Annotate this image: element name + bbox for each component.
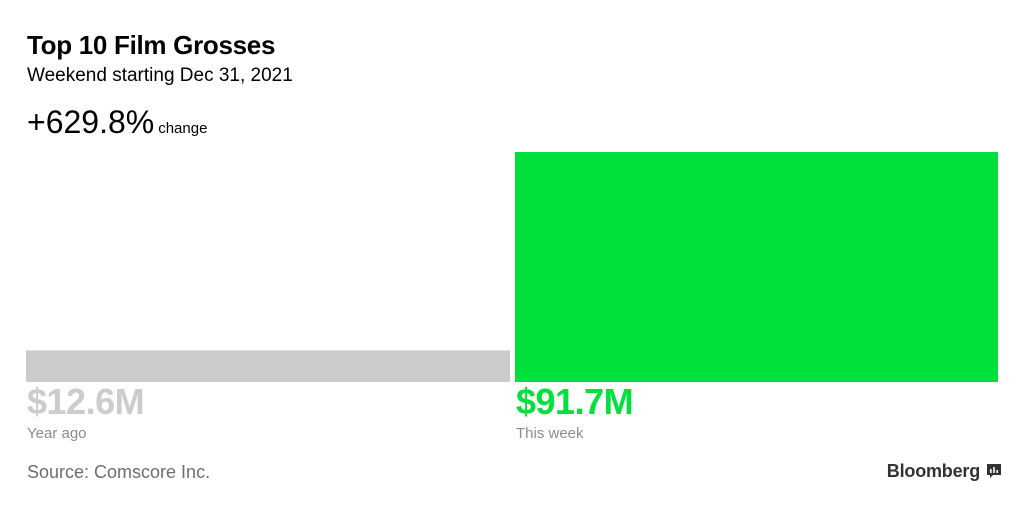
bar-value-label-year-ago: $12.6M <box>27 381 145 422</box>
brand-name: Bloomberg <box>886 460 980 481</box>
change-value: +629.8% <box>27 104 155 140</box>
bar-year-ago <box>26 350 510 382</box>
change-summary: +629.8% change <box>27 104 207 147</box>
bar-this-week <box>515 152 998 382</box>
bloomberg-chart-icon <box>987 464 1001 478</box>
change-label: change <box>158 120 208 137</box>
chart-subtitle: Weekend starting Dec 31, 2021 <box>27 65 293 86</box>
chart-title: Top 10 Film Grosses <box>27 30 276 60</box>
bar-category-label-this-week: This week <box>516 425 584 442</box>
source-note: Source: Comscore Inc. <box>27 462 211 482</box>
bar-category-label-year-ago: Year ago <box>27 425 87 442</box>
bar-value-label-this-week: $91.7M <box>516 381 634 422</box>
brand-logo: Bloomberg <box>887 460 1002 482</box>
